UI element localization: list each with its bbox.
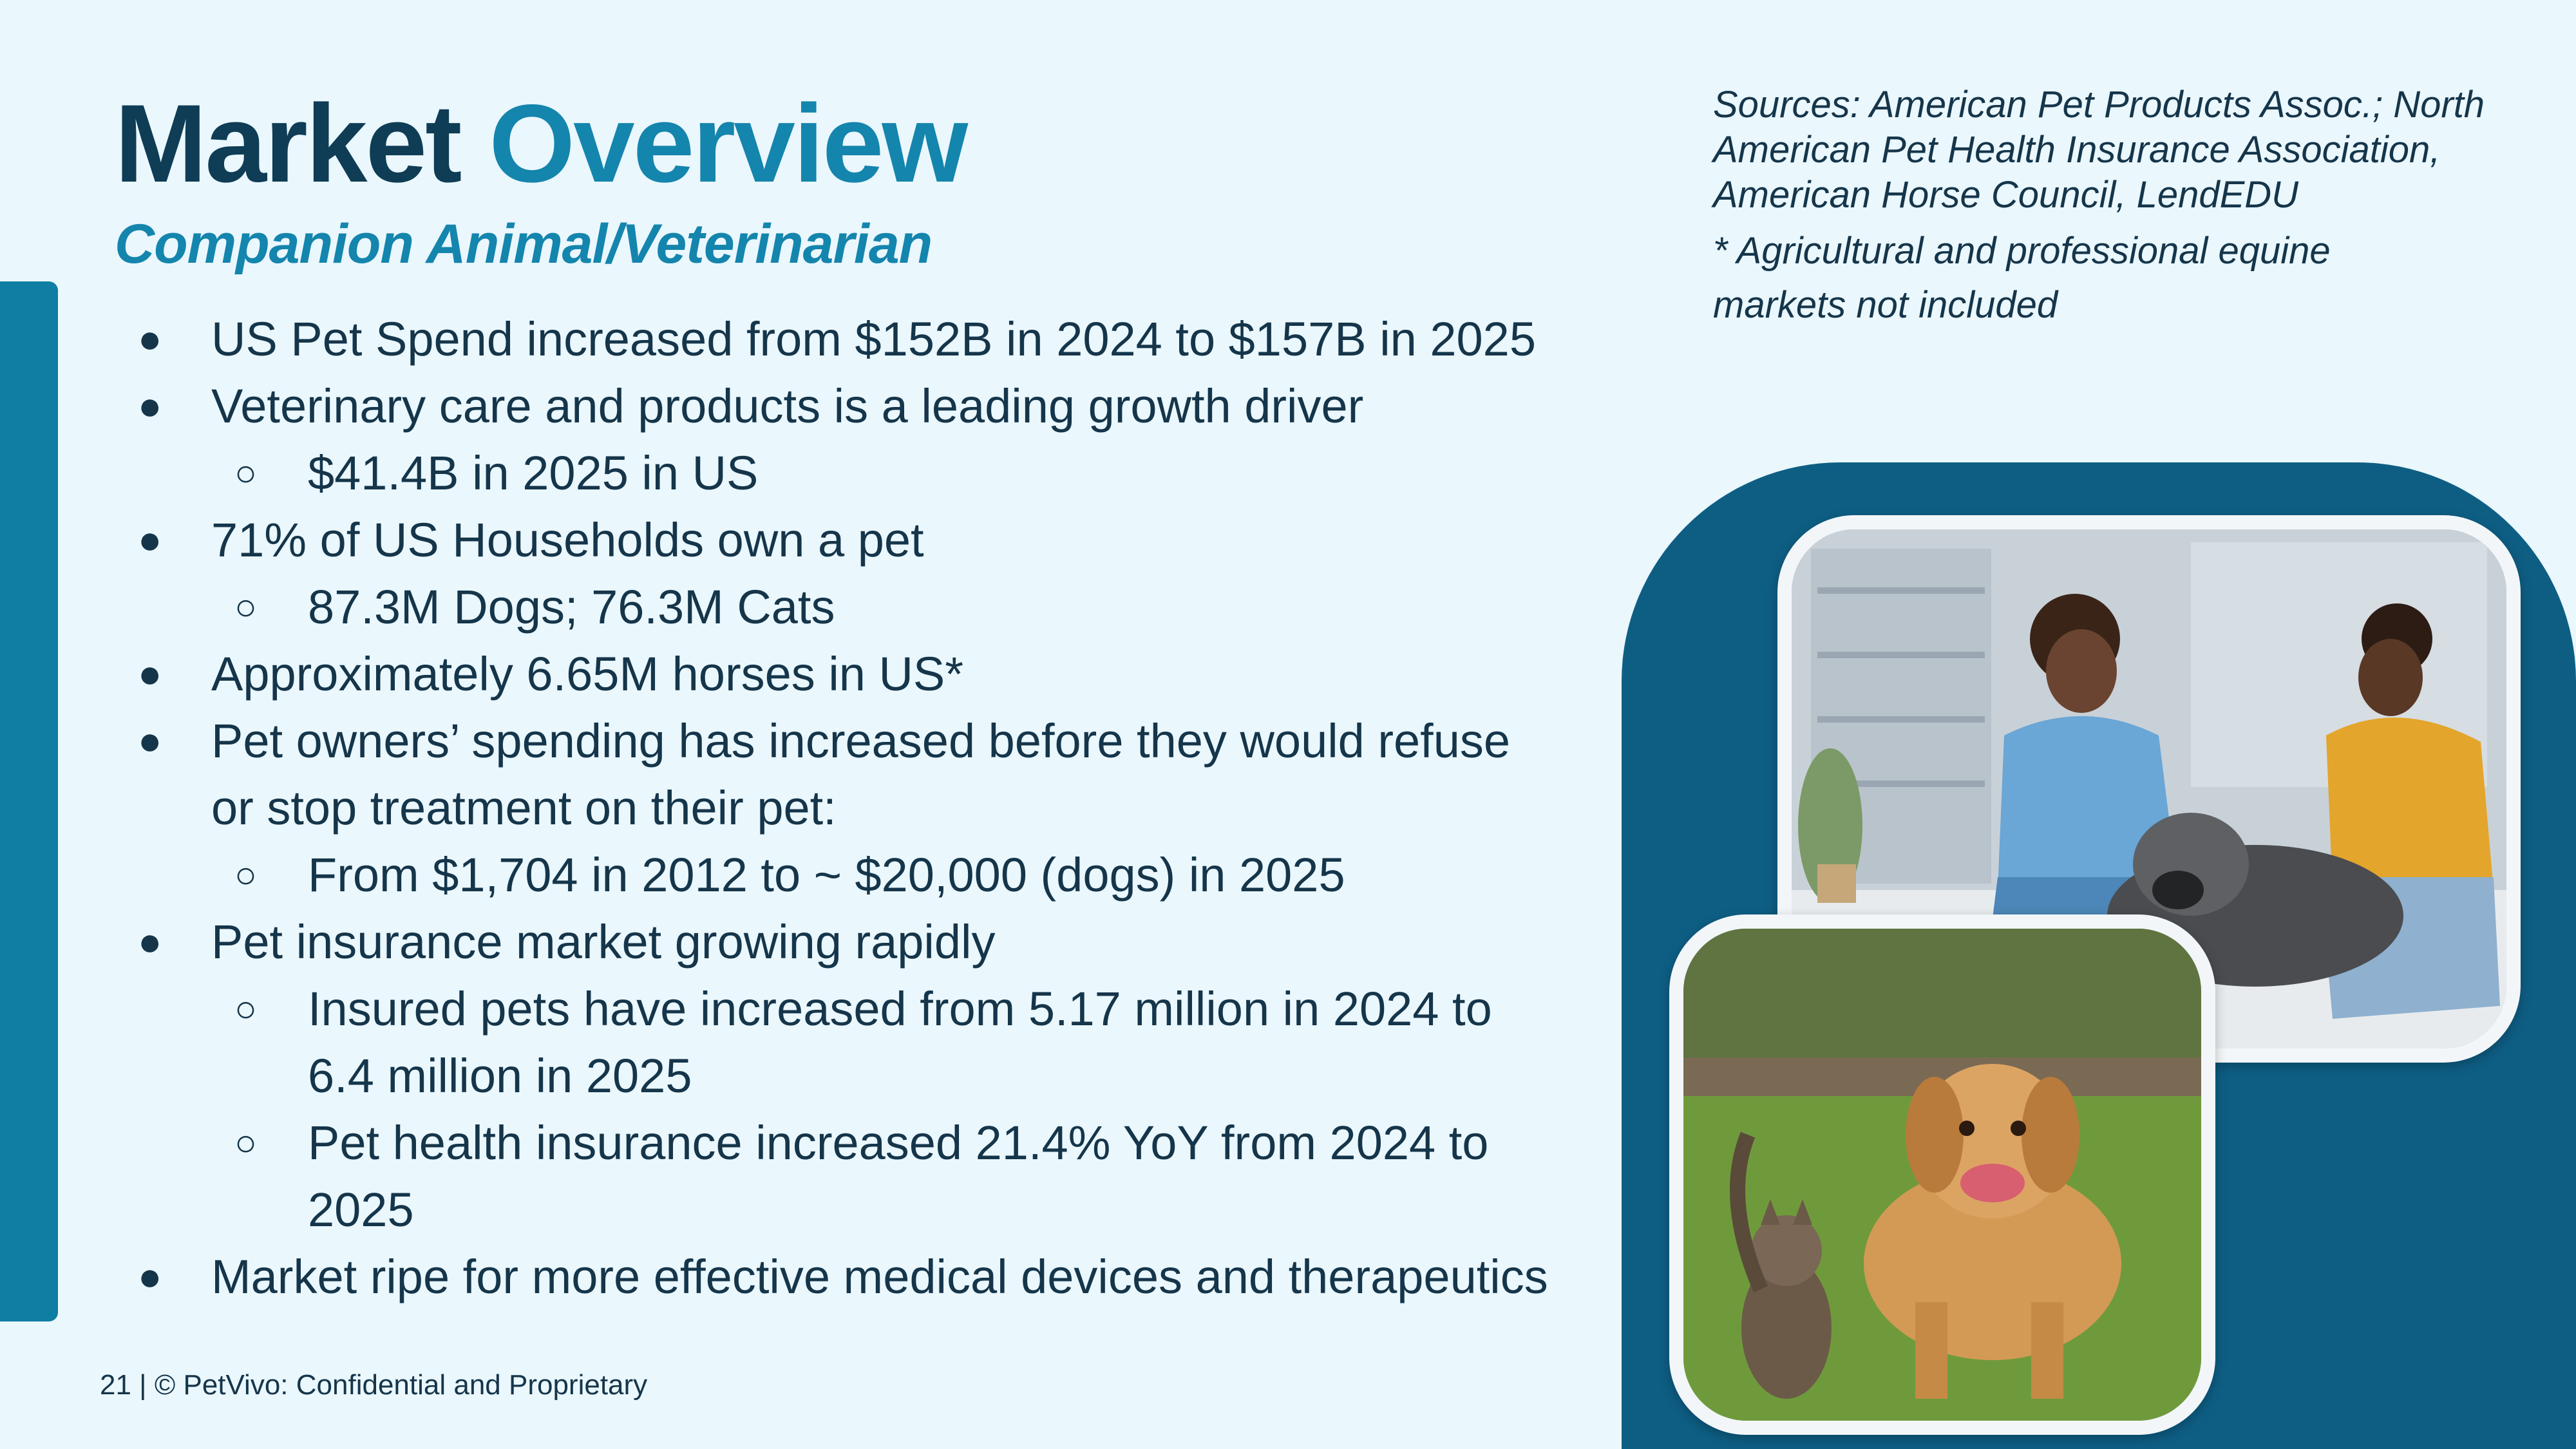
sub-bullet-marker: ○ xyxy=(234,1122,258,1164)
page-subtitle: Companion Animal/Veterinarian xyxy=(115,213,933,275)
sub-bullet-item: From $1,704 in 2012 to ~ $20,000 (dogs) … xyxy=(308,848,1345,902)
sources-line: American Pet Health Insurance Associatio… xyxy=(1713,129,2441,171)
left-accent-bar xyxy=(0,281,58,1321)
sub-bullet-marker: ○ xyxy=(234,452,258,494)
bullet-item: US Pet Spend increased from $152B in 202… xyxy=(211,312,1536,366)
footnote-line: * Agricultural and professional equine xyxy=(1713,230,2331,272)
bullet-marker: ● xyxy=(138,719,162,763)
bullet-item: Approximately 6.65M horses in US* xyxy=(211,647,964,701)
bullet-item: Pet owners’ spending has increased befor… xyxy=(211,714,1511,768)
sub-bullet-item-continuation: 2025 xyxy=(308,1183,414,1236)
sub-bullet-item: $41.4B in 2025 in US xyxy=(308,446,759,500)
bullet-marker: ● xyxy=(138,518,162,562)
bullet-item: Pet insurance market growing rapidly xyxy=(211,915,996,969)
dog-and-cat-photo xyxy=(1669,914,2215,1435)
bullet-marker: ● xyxy=(138,920,162,964)
equine-footnote: * Agricultural and professional equine m… xyxy=(1713,224,2434,332)
dog-and-cat-illustration xyxy=(1683,929,2201,1421)
sub-bullet-item-continuation: 6.4 million in 2025 xyxy=(308,1049,692,1103)
title-word-market: Market xyxy=(115,82,462,205)
vet-photo-illustration xyxy=(1792,529,2506,1048)
sources-line: Sources: American Pet Products Assoc.; N… xyxy=(1713,84,2485,126)
bullet-item: 71% of US Households own a pet xyxy=(211,513,924,567)
sub-bullet-marker: ○ xyxy=(234,586,258,628)
sub-bullet-item: Insured pets have increased from 5.17 mi… xyxy=(308,982,1492,1036)
vet-photo xyxy=(1777,515,2521,1063)
bullet-marker: ● xyxy=(138,384,162,428)
bullet-marker: ● xyxy=(138,1255,162,1299)
footer-text: 21 | © PetVivo: Confidential and Proprie… xyxy=(100,1369,648,1401)
sources-citation: Sources: American Pet Products Assoc.; N… xyxy=(1713,82,2537,218)
bullet-item-continuation: or stop treatment on their pet: xyxy=(211,781,837,835)
sub-bullet-item: 87.3M Dogs; 76.3M Cats xyxy=(308,580,835,634)
sub-bullet-marker: ○ xyxy=(234,854,258,896)
bullet-item: Market ripe for more effective medical d… xyxy=(211,1250,1548,1303)
title-word-overview: Overview xyxy=(489,82,968,205)
bullet-marker: ● xyxy=(138,652,162,696)
page-title: Market Overview xyxy=(115,77,968,210)
sources-line: American Horse Council, LendEDU xyxy=(1713,174,2299,216)
sub-bullet-marker: ○ xyxy=(234,988,258,1030)
bullet-item: Veterinary care and products is a leadin… xyxy=(211,379,1364,433)
bullet-marker: ● xyxy=(138,317,162,361)
footnote-line: markets not included xyxy=(1713,284,2058,326)
sub-bullet-item: Pet health insurance increased 21.4% YoY… xyxy=(308,1116,1489,1170)
